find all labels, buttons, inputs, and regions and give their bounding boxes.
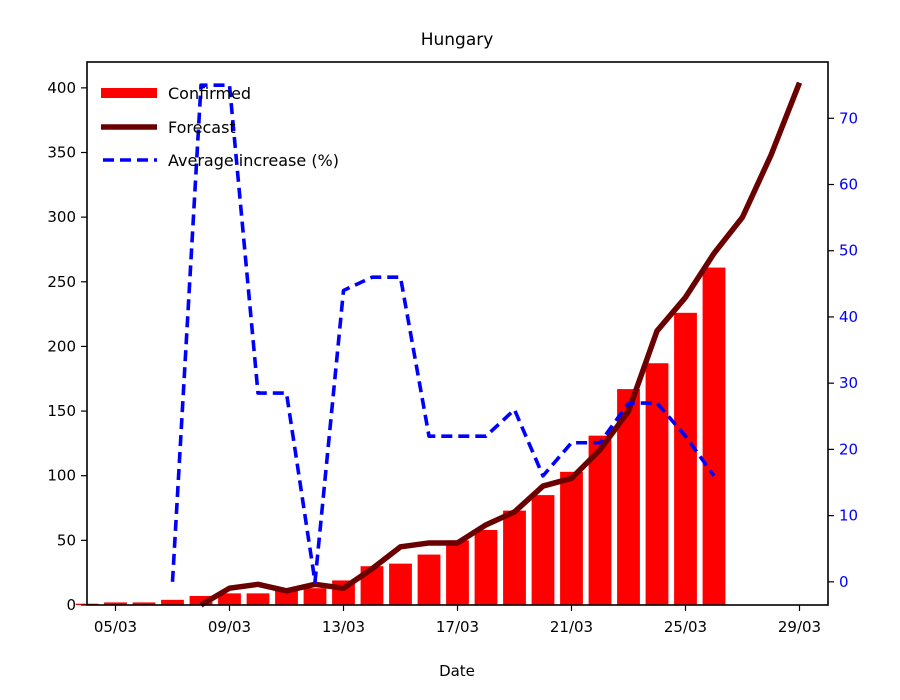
confirmed-bar <box>446 540 469 605</box>
y-right-tick-label: 60 <box>839 176 858 194</box>
y-tick-label: 150 <box>47 402 76 420</box>
legend: Confirmed Forecast Average increase (%) <box>101 84 339 170</box>
confirmed-bar <box>503 510 526 605</box>
y-right-tick-label: 10 <box>839 507 858 525</box>
confirmed-bar <box>674 312 697 605</box>
x-tick-label: 13/03 <box>322 618 365 636</box>
forecast-line <box>199 81 803 608</box>
x-tick-label: 17/03 <box>436 618 479 636</box>
legend-label: Forecast <box>168 118 236 137</box>
y-right-tick-label: 50 <box>839 242 858 260</box>
y-right-tick-label: 70 <box>839 109 858 127</box>
legend-label: Confirmed <box>168 84 251 103</box>
y-tick-label: 0 <box>66 596 76 614</box>
y-tick-label: 300 <box>47 208 76 226</box>
y-right-tick-label: 0 <box>839 573 849 591</box>
y-tick-label: 250 <box>47 273 76 291</box>
y-right-tick-label: 20 <box>839 440 858 458</box>
confirmed-bar <box>104 602 127 605</box>
legend-swatch-confirmed <box>101 88 157 98</box>
y-right-tick-label: 30 <box>839 374 858 392</box>
confirmed-bar <box>560 471 583 605</box>
confirmed-bar <box>417 554 441 605</box>
x-axis-label: Date <box>439 662 475 680</box>
average-increase-line <box>170 83 716 584</box>
confirmed-bar <box>645 363 669 605</box>
confirmed-bar <box>389 563 412 605</box>
x-tick-label: 25/03 <box>664 618 707 636</box>
lines-layer <box>170 81 803 608</box>
x-tick-label: 05/03 <box>94 618 137 636</box>
confirmed-bars <box>75 267 726 605</box>
confirmed-bar <box>132 602 156 605</box>
legend-label: Average increase (%) <box>168 151 339 170</box>
confirmed-bar <box>218 593 241 605</box>
y-tick-label: 200 <box>47 337 76 355</box>
confirmed-bar <box>588 435 612 605</box>
y-right-tick-label: 40 <box>839 308 858 326</box>
confirmed-bar <box>246 593 270 605</box>
y-tick-label: 100 <box>47 467 76 485</box>
y-tick-label: 400 <box>47 79 76 97</box>
x-axis: 05/03 09/03 13/03 17/03 21/03 25/03 29/03 <box>94 605 821 636</box>
x-tick-label: 21/03 <box>550 618 593 636</box>
confirmed-bar <box>474 530 498 605</box>
x-tick-label: 09/03 <box>208 618 251 636</box>
confirmed-bar <box>275 588 298 605</box>
x-tick-label: 29/03 <box>778 618 821 636</box>
confirmed-bar <box>189 595 213 605</box>
confirmed-bar <box>161 599 184 605</box>
y-tick-label: 50 <box>57 531 76 549</box>
y-tick-label: 350 <box>47 144 76 162</box>
y-axis-right: 0 10 20 30 40 50 60 70 <box>828 109 858 591</box>
confirmed-bar <box>702 267 726 605</box>
confirmed-bar <box>303 588 327 605</box>
confirmed-bar <box>531 495 555 605</box>
y-axis-left: 0 50 100 150 200 250 300 350 400 <box>47 79 87 614</box>
chart-title: Hungary <box>421 30 494 50</box>
confirmed-bar <box>617 389 640 605</box>
